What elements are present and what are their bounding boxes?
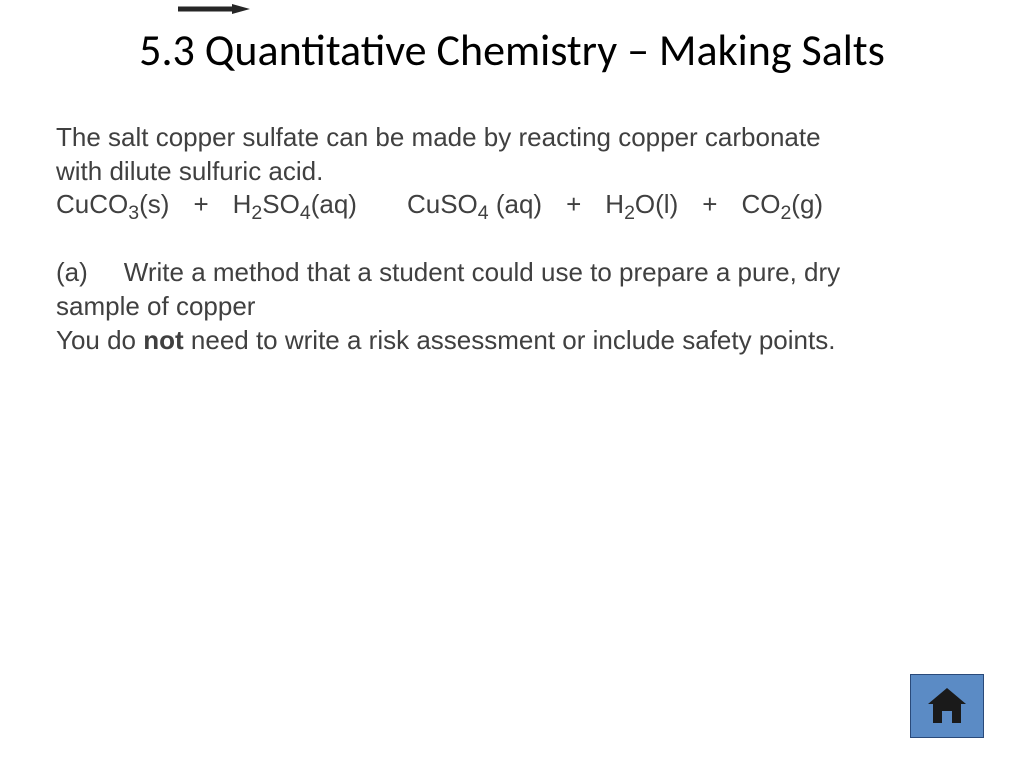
page-title: 5.3 Quantitative Chemistry – Making Salt… xyxy=(0,0,1024,77)
chemical-equation: CuCO3(s)+H2SO4(aq)CuSO4 (aq)+H2O(l)+CO2(… xyxy=(56,188,968,222)
question-a-line1: (a)Write a method that a student could u… xyxy=(56,256,968,290)
intro-line-1: The salt copper sulfate can be made by r… xyxy=(56,121,968,155)
question-a-line3: You do not need to write a risk assessme… xyxy=(56,324,968,358)
intro-line-2: with dilute sulfuric acid. xyxy=(56,155,968,189)
arrow-decor xyxy=(178,4,250,23)
home-button[interactable] xyxy=(910,674,984,738)
question-a-line2: sample of copper xyxy=(56,290,968,324)
body-text: The salt copper sulfate can be made by r… xyxy=(0,77,1024,358)
home-icon xyxy=(925,686,969,726)
